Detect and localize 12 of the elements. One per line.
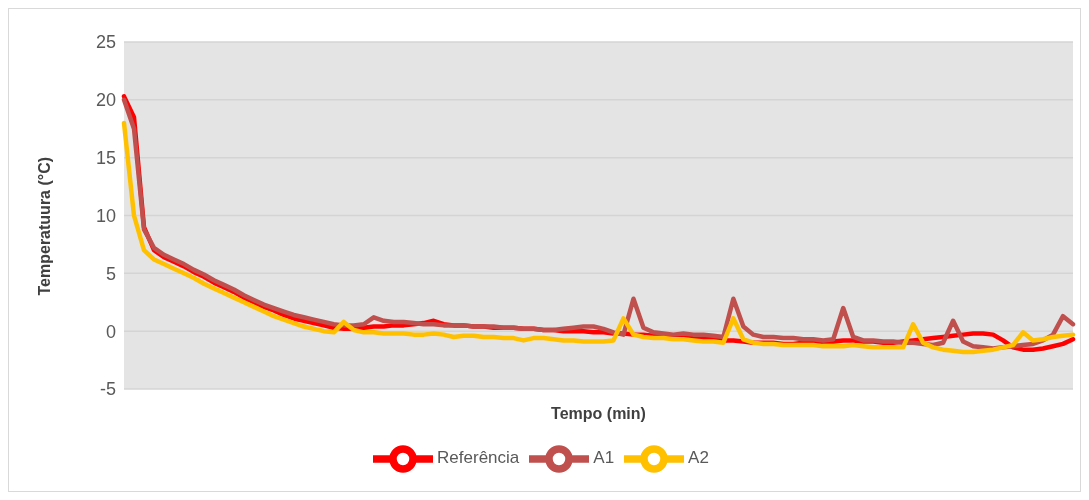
y-tick-label: 15 xyxy=(95,148,116,169)
x-axis-title: Tempo (min) xyxy=(551,405,646,422)
y-tick-label: 25 xyxy=(95,32,116,53)
y-tick-label: -5 xyxy=(99,379,116,400)
y-tick-label: 5 xyxy=(105,263,116,284)
legend-label: A2 xyxy=(688,448,709,468)
y-tick-label: 10 xyxy=(95,205,116,226)
y-axis-title: Temperatuura (°C) xyxy=(35,156,53,296)
y-tick-label: 0 xyxy=(105,321,116,342)
legend-label: Referência xyxy=(437,448,520,468)
y-tick-label: 20 xyxy=(95,90,116,111)
legend-label: A1 xyxy=(593,448,615,468)
